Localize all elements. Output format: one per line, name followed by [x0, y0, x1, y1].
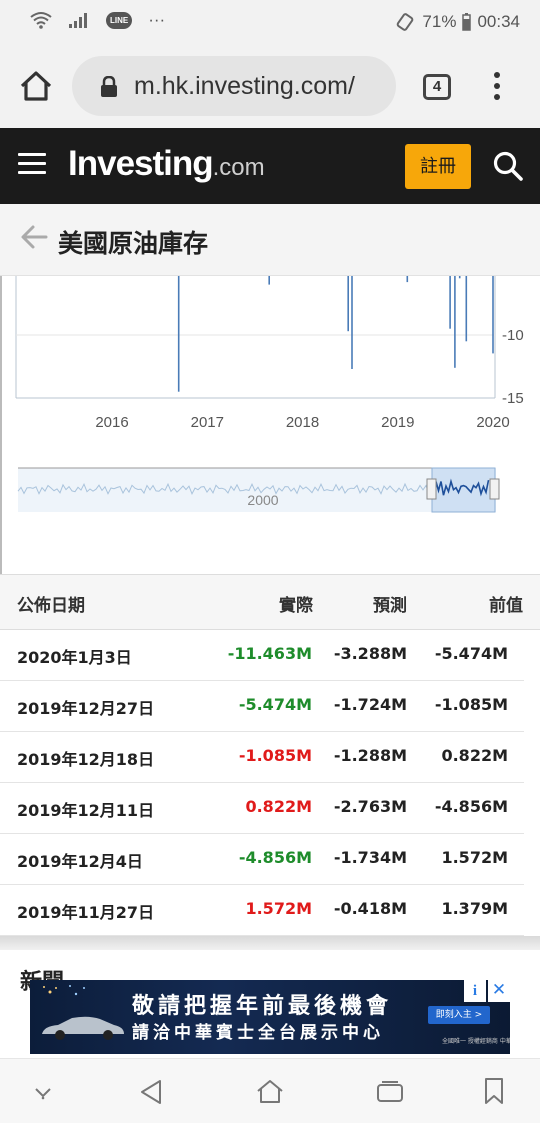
more-notifications-icon: ··· — [148, 10, 166, 29]
navigator-left-handle[interactable] — [426, 478, 437, 500]
plot-area — [15, 276, 496, 399]
table-row: 2019年12月18日 -1.085M -1.288M 0.822M — [0, 732, 524, 783]
header-date: 公佈日期 — [17, 596, 85, 616]
clock: 00:34 — [477, 12, 520, 31]
browser-toolbar: m.hk.investing.com/ 4 — [0, 44, 540, 128]
x-tick-label: 2020 — [476, 414, 509, 431]
actual-value: 0.822M — [245, 797, 312, 816]
keyboard-hide-icon[interactable] — [32, 1085, 54, 1101]
x-tick-label: 2018 — [286, 414, 319, 431]
navigator-selected-series — [435, 478, 490, 497]
previous-value: 1.379M — [441, 899, 508, 918]
x-tick-label: 2016 — [95, 414, 128, 431]
navigator-series — [17, 482, 433, 495]
ad-banner[interactable]: 敬請把握年前最後機會 請洽中華賓士全台展示中心 即刻入主 > 全國唯一 授權經銷… — [30, 980, 510, 1054]
forecast-value: -3.288M — [333, 644, 407, 663]
car-image-icon — [42, 1016, 124, 1040]
bookmark-icon[interactable] — [483, 1077, 505, 1105]
browser-menu-icon[interactable] — [490, 72, 504, 104]
navigator-label: 2000 — [247, 492, 278, 508]
y-tick-label: -10 — [502, 327, 524, 344]
vibrate-icon — [397, 13, 414, 31]
register-button[interactable]: 註冊 — [405, 144, 471, 189]
actual-value: 1.572M — [245, 899, 312, 918]
release-date: 2019年12月18日 — [17, 750, 155, 769]
ad-info-icon[interactable]: i — [464, 980, 486, 1002]
forecast-value: -2.763M — [333, 797, 407, 816]
forecast-value: -1.288M — [333, 746, 407, 765]
ad-headline: 敬請把握年前最後機會 — [132, 993, 393, 1019]
battery-icon — [462, 13, 472, 31]
header-previous: 前值 — [489, 596, 523, 616]
table-row: 2019年12月4日 -4.856M -1.734M 1.572M — [0, 834, 524, 885]
ad-brand-text: 全國唯一 授權經銷商 中華賓士 — [442, 1038, 510, 1045]
chart-panel: -10 -15 2016 2017 2018 2019 2020 2000 — [0, 276, 540, 574]
site-header: Investing.com 註冊 — [0, 128, 540, 204]
history-table: 公佈日期 實際 預測 前值 2020年1月3日 -11.463M -3.288M… — [0, 574, 540, 936]
url-text[interactable]: m.hk.investing.com/ — [134, 72, 355, 100]
ad-cta-button[interactable]: 即刻入主 > — [428, 1006, 490, 1024]
navigator-right-handle[interactable] — [489, 478, 500, 500]
header-forecast: 預測 — [373, 596, 407, 616]
hamburger-menu-icon[interactable] — [18, 153, 46, 175]
recent-apps-icon[interactable] — [375, 1079, 405, 1105]
x-tick-label: 2019 — [381, 414, 414, 431]
table-row: 2020年1月3日 -11.463M -3.288M -5.474M — [0, 630, 524, 681]
actual-value: -11.463M — [227, 644, 312, 663]
lock-icon — [101, 76, 117, 97]
logo-main: Investing — [68, 144, 214, 183]
actual-value: -5.474M — [238, 695, 312, 714]
release-date: 2019年11月27日 — [17, 903, 155, 922]
release-date: 2019年12月11日 — [17, 801, 155, 820]
release-date: 2020年1月3日 — [17, 648, 132, 667]
page-title: 美國原油庫存 — [58, 229, 209, 258]
ad-close-icon[interactable]: ✕ — [488, 980, 510, 1002]
previous-value: 1.572M — [441, 848, 508, 867]
x-tick-label: 2017 — [191, 414, 224, 431]
range-navigator[interactable]: 2000 — [17, 467, 500, 513]
battery-level: 71% — [422, 12, 457, 31]
forecast-value: -1.734M — [333, 848, 407, 867]
wifi-icon — [30, 12, 52, 29]
status-bar: LINE ··· 71% 00:34 — [0, 0, 540, 44]
investing-logo[interactable]: Investing.com — [68, 144, 265, 184]
page-title-bar: 美國原油庫存 — [0, 204, 540, 276]
table-row: 2019年12月27日 -5.474M -1.724M -1.085M — [0, 681, 524, 732]
actual-value: -1.085M — [238, 746, 312, 765]
tab-switcher-button[interactable]: 4 — [423, 74, 451, 100]
previous-value: -5.474M — [434, 644, 508, 663]
back-nav-icon[interactable] — [138, 1079, 164, 1105]
header-actual: 實際 — [279, 596, 313, 616]
forecast-value: -1.724M — [333, 695, 407, 714]
actual-value: -4.856M — [238, 848, 312, 867]
system-nav-bar — [0, 1058, 540, 1123]
forecast-value: -0.418M — [333, 899, 407, 918]
table-row: 2019年12月11日 0.822M -2.763M -4.856M — [0, 783, 524, 834]
y-tick-label: -15 — [502, 390, 524, 407]
release-date: 2019年12月27日 — [17, 699, 155, 718]
release-date: 2019年12月4日 — [17, 852, 143, 871]
address-bar[interactable]: m.hk.investing.com/ — [72, 56, 396, 116]
ad-subheadline: 請洽中華賓士全台展示中心 — [132, 1023, 384, 1043]
home-icon[interactable] — [18, 68, 54, 104]
table-row: 2019年11月27日 1.572M -0.418M 1.379M — [0, 885, 524, 936]
previous-value: -4.856M — [434, 797, 508, 816]
signal-icon — [69, 13, 87, 28]
previous-value: 0.822M — [441, 746, 508, 765]
home-nav-icon[interactable] — [255, 1079, 285, 1105]
fireworks-image-icon — [43, 985, 85, 996]
line-app-icon: LINE — [106, 11, 133, 29]
back-arrow-icon[interactable] — [20, 224, 50, 250]
section-divider — [0, 936, 540, 950]
previous-value: -1.085M — [434, 695, 508, 714]
navigator-track — [18, 468, 496, 512]
table-header: 公佈日期 實際 預測 前值 — [0, 574, 540, 630]
logo-suffix: .com — [212, 154, 265, 181]
bars-layer — [177, 276, 494, 392]
search-icon[interactable] — [492, 150, 524, 182]
inventory-chart[interactable]: -10 -15 2016 2017 2018 2019 2020 2000 — [2, 276, 540, 574]
